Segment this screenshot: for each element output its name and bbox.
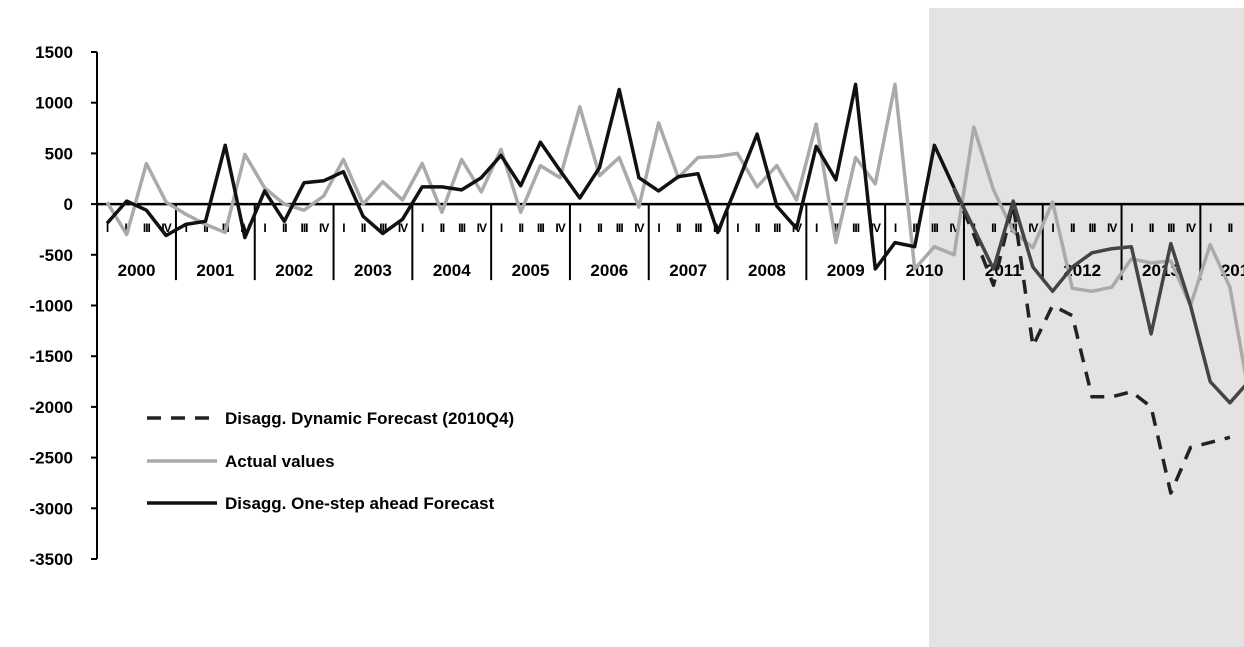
quarter-marker: IV <box>319 221 329 235</box>
forecast-period-shading <box>929 8 1244 647</box>
y-tick-label: -2500 <box>30 449 73 468</box>
quarter-marker: III <box>1167 221 1175 235</box>
quarter-marker: IV <box>871 221 881 235</box>
y-tick-label: 1000 <box>35 94 73 113</box>
year-label: 2004 <box>433 261 471 280</box>
quarter-marker: I <box>1051 221 1054 235</box>
quarter-marker: I <box>736 221 739 235</box>
quarter-marker: IV <box>949 221 959 235</box>
legend-dynamic-forecast-label: Disagg. Dynamic Forecast (2010Q4) <box>225 409 514 428</box>
one-step-forecast-line-forecast-period <box>952 187 1244 405</box>
quarter-marker: II <box>361 221 366 235</box>
quarter-marker: II <box>518 221 523 235</box>
y-axis: 1500 1000 500 0 -500 -1000 -1500 -2000 -2500 -300… <box>30 43 98 569</box>
quarter-marker: II <box>282 221 287 235</box>
year-label: 2006 <box>590 261 628 280</box>
quarter-marker: I <box>106 221 109 235</box>
quarter-marker: III <box>616 221 624 235</box>
quarter-marker: III <box>143 221 151 235</box>
quarter-marker: IV <box>1186 221 1196 235</box>
year-label: 2009 <box>827 261 865 280</box>
quarter-marker: II <box>834 221 839 235</box>
y-tick-label: -3000 <box>30 499 73 518</box>
year-label: 2008 <box>748 261 786 280</box>
quarter-marker: II <box>1070 221 1075 235</box>
quarter-marker: I <box>1130 221 1133 235</box>
year-label: 2003 <box>354 261 392 280</box>
year-label: 2007 <box>669 261 707 280</box>
quarter-marker: III <box>1088 221 1096 235</box>
quarter-marker: IV <box>634 221 644 235</box>
quarter-marker: IV <box>398 221 408 235</box>
quarter-marker: III <box>300 221 308 235</box>
quarter-marker: I <box>500 221 503 235</box>
y-tick-label: -1000 <box>30 297 73 316</box>
year-label: 2013 <box>1142 261 1180 280</box>
year-label: 2005 <box>512 261 550 280</box>
actual-values-line <box>105 82 1244 377</box>
quarter-marker: III <box>458 221 466 235</box>
quarter-marker: II <box>991 221 996 235</box>
year-label: 2001 <box>196 261 234 280</box>
year-label: 2000 <box>118 261 156 280</box>
y-tick-label: 500 <box>45 144 73 163</box>
year-label: 2010 <box>906 261 944 280</box>
y-tick-label: -1500 <box>30 347 73 366</box>
one-step-forecast-line <box>105 82 956 271</box>
quarter-marker: III <box>852 221 860 235</box>
quarter-marker: I <box>1209 221 1212 235</box>
y-tick-label: -500 <box>39 246 73 265</box>
legend-one-step-forecast-label: Disagg. One-step ahead Forecast <box>225 494 495 513</box>
series-lines <box>105 82 1244 495</box>
quarter-marker: I <box>421 221 424 235</box>
quarter-marker: I <box>185 221 188 235</box>
legend-actual-values-label: Actual values <box>225 452 335 471</box>
y-tick-label: -2000 <box>30 398 73 417</box>
year-label: 2002 <box>275 261 313 280</box>
quarter-marker: II <box>755 221 760 235</box>
quarter-marker: I <box>894 221 897 235</box>
quarter-marker: IV <box>1107 221 1117 235</box>
y-tick-label: 0 <box>64 195 73 214</box>
quarter-marker: II <box>203 221 208 235</box>
quarter-marker: II <box>440 221 445 235</box>
quarter-marker: I <box>342 221 345 235</box>
quarter-marker: IV <box>555 221 565 235</box>
quarter-marker: III <box>931 221 939 235</box>
quarter-marker: II <box>676 221 681 235</box>
quarter-marker: I <box>815 221 818 235</box>
quarter-marker: I <box>263 221 266 235</box>
quarter-marker: II <box>912 221 917 235</box>
quarter-marker: III <box>1010 221 1018 235</box>
quarter-marker: III <box>694 221 702 235</box>
quarter-marker: III <box>537 221 545 235</box>
quarter-marker: IV <box>240 221 250 235</box>
quarter-marker: II <box>1149 221 1154 235</box>
quarter-marker: II <box>597 221 602 235</box>
year-label: 2014 <box>1221 261 1244 280</box>
quarter-marker: II <box>1228 221 1233 235</box>
y-tick-label: -3500 <box>30 550 73 569</box>
quarter-marker: I <box>579 221 582 235</box>
quarter-marker: III <box>773 221 781 235</box>
quarter-marker: IV <box>161 221 171 235</box>
dynamic-forecast-line <box>952 188 1231 495</box>
quarter-marker: IV <box>1028 221 1038 235</box>
quarter-marker: III <box>379 221 387 235</box>
legend: Disagg. Dynamic Forecast (2010Q4) Actual … <box>147 409 514 513</box>
quarter-marker: I <box>657 221 660 235</box>
y-tick-label: 1500 <box>35 43 73 62</box>
quarter-marker: IV <box>477 221 487 235</box>
x-axis: I II III IV I II III IV I II III IV I II III IV I II III IV… <box>96 202 1244 281</box>
